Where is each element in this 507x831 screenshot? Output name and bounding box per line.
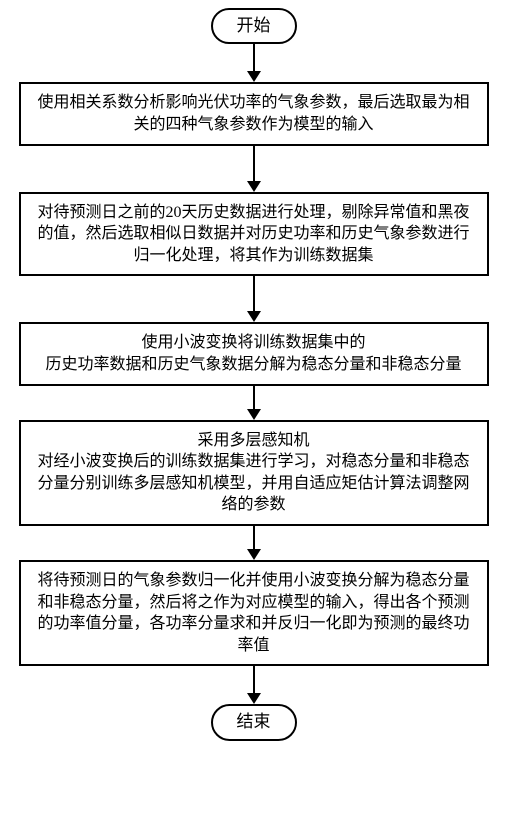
- arrow-3: [247, 386, 261, 420]
- process-label: 对待预测日之前的20天历史数据进行处理，剔除异常值和黑夜的值，然后选取相似日数据…: [37, 204, 469, 264]
- process-label: 使用小波变换将训练数据集中的历史功率数据和历史气象数据分解为稳态分量和非稳态分量: [45, 334, 461, 373]
- arrow-shaft: [253, 276, 255, 312]
- process-step-2: 对待预测日之前的20天历史数据进行处理，剔除异常值和黑夜的值，然后选取相似日数据…: [19, 192, 489, 277]
- arrow-shaft: [253, 44, 255, 72]
- process-label: 采用多层感知机对经小波变换后的训练数据集进行学习，对稳态分量和非稳态分量分别训练…: [37, 432, 469, 514]
- arrow-head-icon: [247, 409, 261, 420]
- arrow-shaft: [253, 666, 255, 694]
- process-label: 使用相关系数分析影响光伏功率的气象参数，最后选取最为相关的四种气象参数作为模型的…: [37, 94, 469, 133]
- process-step-4: 采用多层感知机对经小波变换后的训练数据集进行学习，对稳态分量和非稳态分量分别训练…: [19, 420, 489, 526]
- end-terminal: 结束: [211, 704, 297, 740]
- arrow-5: [247, 666, 261, 704]
- arrow-head-icon: [247, 181, 261, 192]
- arrow-head-icon: [247, 693, 261, 704]
- arrow-shaft: [253, 386, 255, 410]
- arrow-head-icon: [247, 311, 261, 322]
- arrow-1: [247, 146, 261, 192]
- process-step-5: 将待预测日的气象参数归一化并使用小波变换分解为稳态分量和非稳态分量，然后将之作为…: [19, 560, 489, 666]
- process-step-3: 使用小波变换将训练数据集中的历史功率数据和历史气象数据分解为稳态分量和非稳态分量: [19, 322, 489, 385]
- arrow-shaft: [253, 146, 255, 182]
- arrow-0: [247, 44, 261, 82]
- arrow-head-icon: [247, 71, 261, 82]
- flowchart-container: 开始 使用相关系数分析影响光伏功率的气象参数，最后选取最为相关的四种气象参数作为…: [0, 0, 507, 749]
- arrow-shaft: [253, 526, 255, 550]
- start-terminal: 开始: [211, 8, 297, 44]
- arrow-head-icon: [247, 549, 261, 560]
- process-step-1: 使用相关系数分析影响光伏功率的气象参数，最后选取最为相关的四种气象参数作为模型的…: [19, 82, 489, 145]
- arrow-4: [247, 526, 261, 560]
- start-label: 开始: [237, 16, 271, 35]
- end-label: 结束: [237, 712, 271, 731]
- arrow-2: [247, 276, 261, 322]
- process-label: 将待预测日的气象参数归一化并使用小波变换分解为稳态分量和非稳态分量，然后将之作为…: [37, 572, 469, 654]
